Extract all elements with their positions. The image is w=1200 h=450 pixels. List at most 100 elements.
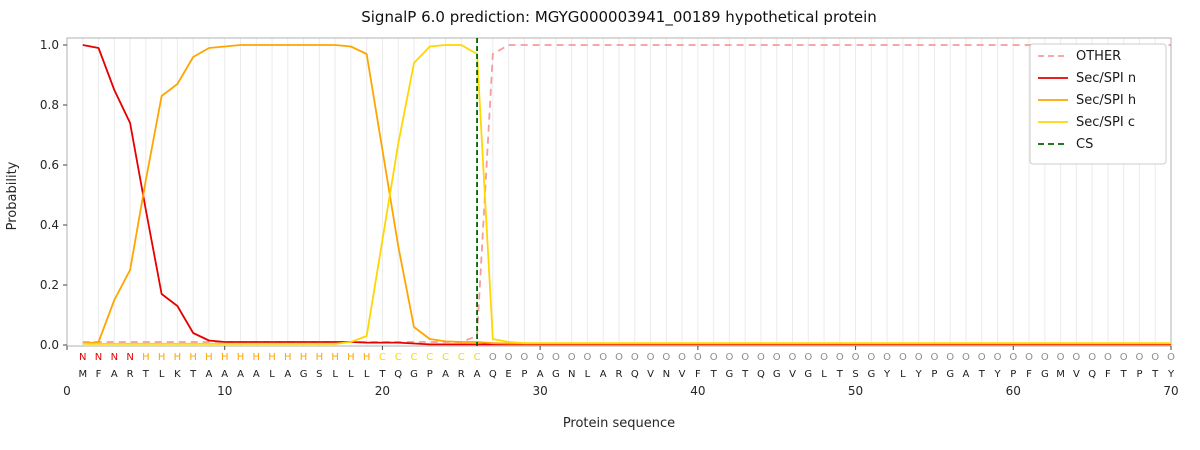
sequence-letter: L — [585, 369, 591, 380]
region-label: O — [662, 352, 670, 363]
region-label: O — [647, 352, 655, 363]
sequence-letter: G — [804, 369, 812, 380]
sequence-letter: Q — [757, 369, 765, 380]
region-label: C — [379, 352, 386, 363]
region-label: O — [599, 352, 607, 363]
series-sec-spi-n — [82, 44, 1171, 346]
sequence-letter: T — [741, 369, 749, 380]
sequence-letter: M — [1056, 369, 1065, 380]
region-label: H — [300, 352, 308, 363]
sequence-letter: F — [695, 369, 701, 380]
y-tick-label: 1.0 — [40, 38, 59, 52]
sequence-letter: S — [316, 369, 322, 380]
region-label: O — [883, 352, 891, 363]
sequence-letter: A — [600, 369, 607, 380]
sequence-letter: G — [410, 369, 418, 380]
sequence-letter: A — [537, 369, 544, 380]
sequence-letter: L — [159, 369, 165, 380]
legend-label: Sec/SPI n — [1076, 71, 1136, 86]
sequence-letter: G — [300, 369, 308, 380]
sequence-letter: L — [364, 369, 370, 380]
region-label: O — [1167, 352, 1175, 363]
sequence-letter: P — [521, 369, 527, 380]
region-label: C — [474, 352, 481, 363]
x-tick-label: 0 — [63, 384, 71, 398]
letters-layer: NMNFNANRHTHLHKHTHAHAHAHAHLHAHGHSHLHLHLCT… — [78, 352, 1175, 380]
grid-layer — [66, 37, 1172, 347]
sequence-letter: T — [1120, 369, 1128, 380]
legend-label: CS — [1076, 137, 1093, 152]
region-label: H — [174, 352, 182, 363]
x-tick-label: 10 — [217, 384, 232, 398]
region-label: O — [915, 352, 923, 363]
region-label: O — [1057, 352, 1065, 363]
plot-frame — [66, 37, 1172, 347]
sequence-letter: T — [189, 369, 197, 380]
sequence-letter: A — [221, 369, 228, 380]
sequence-letter: A — [237, 369, 244, 380]
x-axis-label: Protein sequence — [563, 416, 675, 431]
sequence-letter: P — [427, 369, 433, 380]
region-label: O — [584, 352, 592, 363]
region-label: O — [804, 352, 812, 363]
region-label: N — [111, 352, 118, 363]
y-axis-label: Probability — [5, 161, 20, 230]
region-label: O — [962, 352, 970, 363]
region-label: O — [1120, 352, 1128, 363]
region-label: O — [694, 352, 702, 363]
series-other — [82, 44, 1171, 343]
y-tick-label: 0.8 — [40, 98, 59, 112]
region-label: O — [789, 352, 797, 363]
sequence-letter: T — [710, 369, 718, 380]
sequence-letter: A — [474, 369, 481, 380]
region-label: O — [867, 352, 875, 363]
legend-label: OTHER — [1076, 49, 1121, 64]
region-label: O — [725, 352, 733, 363]
sequence-letter: M — [78, 369, 87, 380]
region-label: O — [1151, 352, 1159, 363]
sequence-letter: Q — [631, 369, 639, 380]
sequence-letter: T — [378, 369, 386, 380]
sequence-letter: F — [1026, 369, 1032, 380]
sequence-letter: T — [978, 369, 986, 380]
region-label: O — [568, 352, 576, 363]
region-label: O — [757, 352, 765, 363]
region-label: C — [426, 352, 433, 363]
sequence-letter: A — [206, 369, 213, 380]
sequence-letter: L — [821, 369, 827, 380]
region-label: N — [126, 352, 133, 363]
x-tick-label: 60 — [1006, 384, 1021, 398]
region-label: C — [458, 352, 465, 363]
region-label: O — [930, 352, 938, 363]
sequence-letter: T — [1151, 369, 1159, 380]
region-label: H — [237, 352, 245, 363]
sequence-letter: Y — [883, 369, 891, 380]
sequence-letter: R — [616, 369, 623, 380]
x-tick-label: 40 — [690, 384, 705, 398]
region-label: O — [820, 352, 828, 363]
sequence-letter: A — [111, 369, 118, 380]
region-label: H — [331, 352, 339, 363]
sequence-letter: L — [900, 369, 906, 380]
region-label: O — [710, 352, 718, 363]
x-tick-label: 20 — [375, 384, 390, 398]
region-label: N — [79, 352, 86, 363]
sequence-letter: N — [663, 369, 670, 380]
sequence-letter: N — [568, 369, 575, 380]
region-label: O — [552, 352, 560, 363]
region-label: H — [221, 352, 229, 363]
region-label: O — [631, 352, 639, 363]
region-label: C — [442, 352, 449, 363]
region-label: O — [520, 352, 528, 363]
region-label: H — [142, 352, 150, 363]
x-tick-label: 30 — [533, 384, 548, 398]
series-sec-spi-h — [82, 44, 1171, 345]
region-label: O — [741, 352, 749, 363]
sequence-letter: E — [505, 369, 511, 380]
region-label: O — [994, 352, 1002, 363]
sequence-letter: Y — [993, 369, 1001, 380]
sequence-letter: R — [127, 369, 134, 380]
sequence-letter: V — [1073, 369, 1080, 380]
region-label: C — [410, 352, 417, 363]
